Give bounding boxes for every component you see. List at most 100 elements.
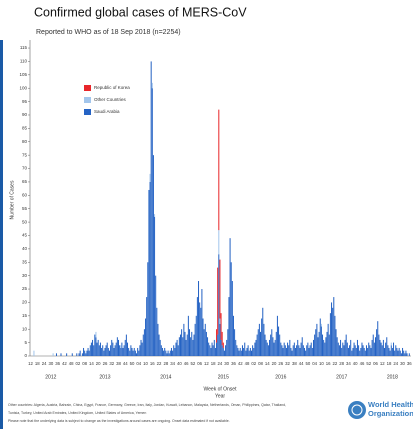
y-tick-label: 85 (22, 126, 28, 131)
bar (33, 350, 35, 356)
bar (311, 347, 313, 356)
x-tick-label: 24 (393, 361, 398, 366)
bar (176, 339, 178, 356)
bar (122, 347, 124, 356)
bar (257, 329, 259, 356)
bar (134, 350, 136, 356)
bar (117, 339, 119, 356)
bar (230, 262, 232, 356)
bar (103, 350, 105, 356)
x-tick-label: 28 (339, 361, 344, 366)
bar (314, 334, 316, 356)
bar (130, 345, 132, 356)
bar (192, 339, 194, 356)
bar (217, 267, 219, 335)
bar (223, 350, 225, 356)
bar (236, 345, 238, 356)
y-tick-label: 90 (22, 112, 28, 117)
bar (169, 350, 171, 356)
x-tick-label: 12 (380, 361, 385, 366)
x-tick-label: 44 (123, 361, 128, 366)
legend-label: Other Countries (94, 97, 127, 102)
bar (292, 345, 294, 356)
bar (263, 323, 265, 356)
bar (332, 307, 334, 356)
x-tick-label: 50 (305, 361, 310, 366)
bar (149, 173, 151, 182)
x-tick-label: 36 (407, 361, 412, 366)
bar (376, 329, 378, 356)
bar (157, 323, 159, 356)
y-tick-label: 20 (22, 300, 28, 305)
bar (352, 347, 354, 356)
bar (235, 339, 237, 356)
bar (231, 281, 233, 356)
bar (243, 347, 245, 356)
bar (216, 342, 218, 356)
bar (358, 345, 360, 356)
bar (346, 342, 348, 356)
bar (148, 189, 150, 356)
bar (199, 302, 201, 356)
x-tick-label: 20 (96, 361, 101, 366)
bar (254, 342, 256, 356)
y-tick-label: 5 (24, 340, 27, 345)
bar (386, 337, 388, 356)
bar (219, 323, 221, 356)
bar (150, 61, 152, 356)
bar (158, 334, 160, 356)
x-tick-label: 52 (366, 361, 371, 366)
bar (362, 345, 364, 356)
bar (151, 88, 153, 356)
x-tick-label: 30 (400, 361, 405, 366)
bar (291, 350, 293, 356)
bar (393, 342, 395, 356)
bar (238, 350, 240, 356)
bar (272, 337, 274, 356)
bar (85, 353, 87, 356)
bar (96, 342, 98, 356)
bar (115, 342, 117, 356)
bar (351, 350, 353, 356)
bar (211, 342, 213, 356)
bar (167, 350, 169, 356)
bar (303, 347, 305, 356)
x-tick-label: 30 (224, 361, 229, 366)
bar (190, 337, 192, 356)
bar (227, 329, 229, 356)
bar (52, 353, 54, 356)
bar (394, 350, 396, 356)
x-tick-label: 18 (211, 361, 216, 366)
y-tick-label: 50 (22, 219, 28, 224)
bar (343, 345, 345, 356)
bar (126, 342, 129, 356)
y-tick-label: 15 (22, 313, 28, 318)
y-tick-label: 60 (22, 193, 28, 198)
legend-swatch (84, 97, 91, 103)
org-logo-ring (351, 404, 363, 416)
bar (131, 347, 133, 356)
bar (403, 350, 405, 356)
bar (317, 337, 319, 356)
bar (405, 350, 407, 356)
bar (146, 297, 148, 356)
x-tick-label: 06 (373, 361, 378, 366)
bar (154, 214, 156, 217)
bar (221, 331, 223, 346)
bar (275, 331, 277, 356)
x-tick-label: 18 (387, 361, 392, 366)
bar (221, 345, 223, 356)
bar (370, 347, 372, 356)
bar (333, 297, 335, 356)
bar (161, 347, 163, 356)
bar (170, 347, 172, 356)
bar (404, 353, 406, 356)
x-tick-label: 26 (278, 361, 283, 366)
bar (318, 331, 320, 356)
bar (325, 337, 327, 356)
bar (195, 315, 197, 356)
chart-subtitle: Reported to WHO as of 18 Sep 2018 (n=225… (36, 29, 181, 36)
x-tick-label: 24 (218, 361, 223, 366)
